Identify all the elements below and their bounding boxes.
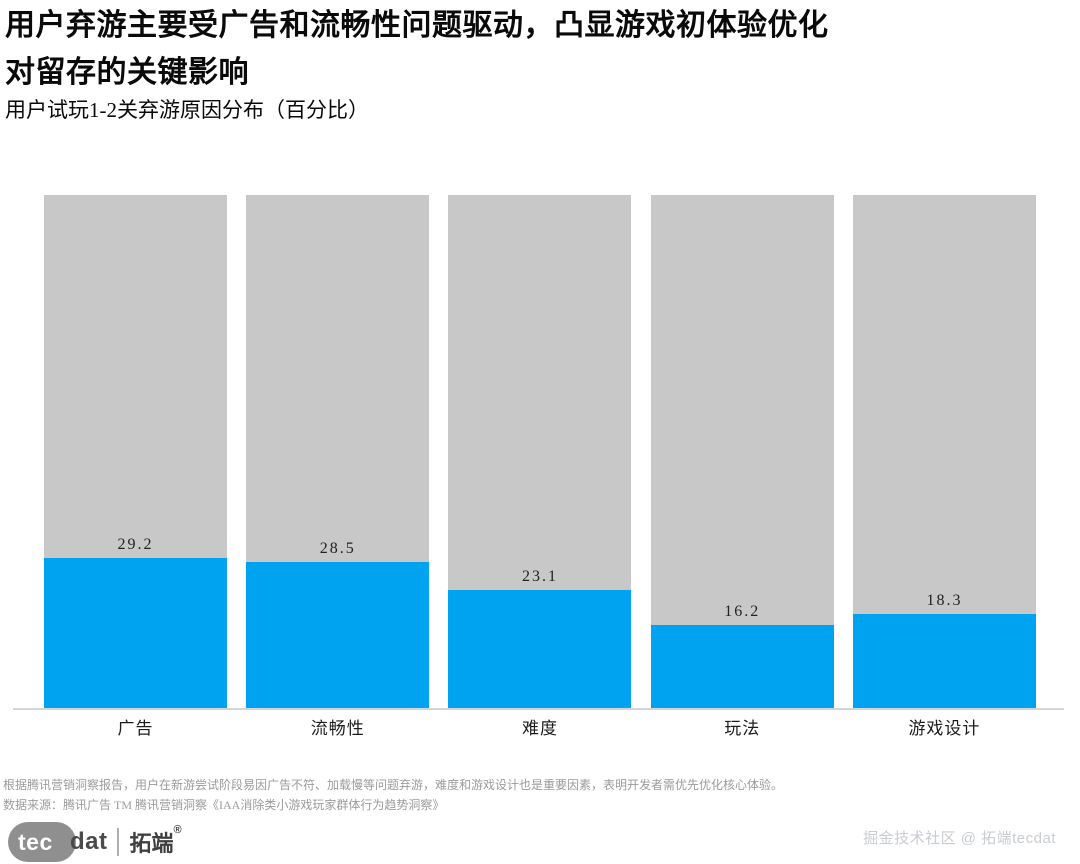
x-axis-category-label: 难度 [521, 719, 558, 738]
bar-value-label: 28.5 [319, 539, 356, 557]
x-axis-labels: 广告 流畅性 难度 玩法 游戏设计 [44, 714, 1036, 739]
community-watermark: 掘金技术社区 @ 拓端tecdat [863, 830, 1056, 847]
registered-trademark-icon: ® [173, 824, 182, 836]
logo-dat-text: dat [70, 828, 108, 855]
bar-fill [852, 614, 1036, 708]
bar-value-label: 16.2 [724, 602, 761, 620]
bar-value-label: 23.1 [521, 567, 558, 585]
footnote-line1: 根据腾讯营销洞察报告，用户在新游尝试阶段易因广告不符、加载慢等问题弃游，难度和游… [3, 778, 784, 792]
bar-column: 23.1 [448, 195, 632, 708]
tecdat-logo-blob-icon: tec [8, 822, 76, 862]
x-axis-category-label: 游戏设计 [908, 719, 981, 738]
bar-column: 29.2 [44, 195, 228, 708]
x-axis-category-label: 流畅性 [310, 719, 365, 738]
bar-column: 16.2 [650, 195, 834, 708]
logo-divider [116, 828, 119, 856]
bar-fill [246, 561, 430, 708]
bar-value-label: 29.2 [117, 536, 154, 554]
bar-column: 18.3 [852, 195, 1036, 708]
page-title-line1: 用户弃游主要受广告和流畅性问题驱动，凸显游戏初体验优化 [5, 9, 829, 42]
logo-brand-name: 拓端® [129, 824, 182, 858]
x-axis-line [13, 708, 1064, 710]
bar-fill [448, 589, 632, 708]
bar-column: 28.5 [246, 195, 430, 708]
bar-value-label: 18.3 [926, 592, 963, 610]
bar-fill [650, 624, 834, 708]
logo-tec-text: tec [18, 828, 53, 855]
chart-subtitle: 用户试玩1-2关弃游原因分布（百分比） [5, 98, 369, 122]
bar-background-track [650, 195, 834, 708]
x-axis-category-label: 广告 [117, 719, 154, 738]
bar-chart-plot-area: 29.2 28.5 23.1 16.2 18.3 [13, 195, 1064, 710]
bar-fill [44, 558, 228, 708]
logo-brand-text: 拓端 [129, 831, 174, 856]
footnote-line2: 数据来源：腾讯广告 TM 腾讯营销洞察《IAA消除类小游戏玩家群体行为趋势洞察》 [3, 798, 445, 812]
tecdat-logo: tec dat 拓端® [8, 821, 182, 863]
page-title-line2: 对留存的关键影响 [5, 56, 249, 89]
page-title: 用户弃游主要受广告和流畅性问题驱动，凸显游戏初体验优化 对留存的关键影响 [5, 2, 1005, 96]
footnotes: 根据腾讯营销洞察报告，用户在新游尝试阶段易因广告不符、加载慢等问题弃游，难度和游… [3, 775, 1063, 815]
x-axis-category-label: 玩法 [724, 719, 761, 738]
